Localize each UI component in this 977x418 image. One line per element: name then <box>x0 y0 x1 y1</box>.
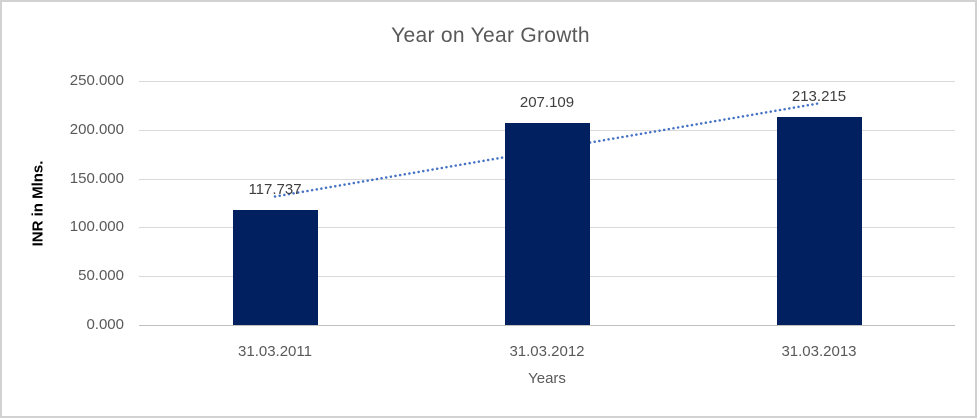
gridline <box>139 81 955 82</box>
chart-title: Year on Year Growth <box>391 24 590 47</box>
x-tick-label: 31.03.2011 <box>238 343 312 360</box>
data-label: 207.109 <box>519 93 575 111</box>
y-tick-label: 250.000 <box>69 72 124 89</box>
y-tick-label: 50.000 <box>78 267 124 284</box>
y-tick-label: 150.000 <box>69 170 124 187</box>
gridline <box>139 325 955 326</box>
y-tick-label: 200.000 <box>69 121 124 138</box>
data-label: 213.215 <box>791 87 847 105</box>
x-axis-title: Years <box>528 370 566 387</box>
y-tick-label: 100.000 <box>69 218 124 235</box>
bar-31.03.2011 <box>232 210 318 325</box>
bar-31.03.2012 <box>504 122 590 325</box>
bar-31.03.2013 <box>776 116 862 325</box>
x-tick-label: 31.03.2013 <box>781 343 857 360</box>
trendline-dotted <box>273 102 821 198</box>
data-label: 117.737 <box>248 181 302 199</box>
x-tick-label: 31.03.2012 <box>509 343 585 360</box>
y-tick-label: 0.000 <box>86 316 124 333</box>
